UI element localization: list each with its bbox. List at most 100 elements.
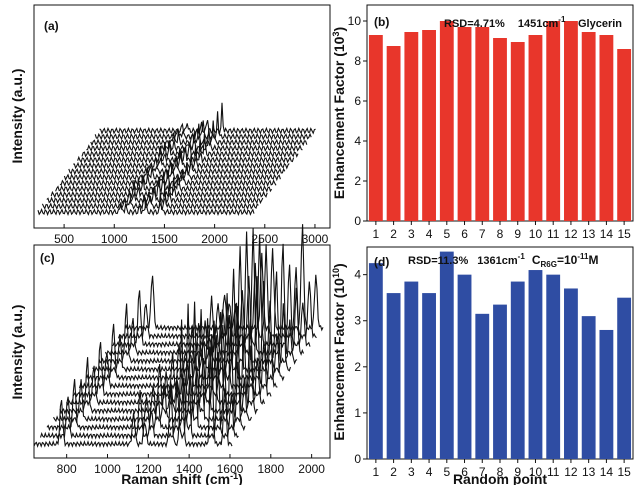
panel-d-bar [564, 288, 578, 459]
panel-b-x-tick-label: 11 [547, 227, 560, 241]
panel-c-frame [33, 244, 331, 459]
panel-c-x-tick-label: 1800 [257, 462, 284, 476]
panel-d-x-tick-label: 15 [617, 465, 631, 479]
panel-d-letter: (d) [374, 255, 389, 269]
panel-c-trace [98, 231, 298, 365]
panel-a-trace [50, 176, 268, 200]
panel-d-xlabel: Random point [453, 471, 547, 485]
panel-a-trace [99, 102, 316, 136]
panel-b-x-tick-label: 12 [564, 227, 578, 241]
panel-c-xlabel-main: Raman shift (cm [121, 471, 230, 485]
panel-b-x-tick-label: 6 [461, 227, 468, 241]
panel-b-bar [475, 27, 490, 221]
panel-b-peak: 1451cm [518, 18, 559, 30]
panel-d-peak: 1361cm [477, 255, 518, 267]
panel-a-x-tick-label: 1000 [101, 232, 128, 246]
panel-b-bar [439, 21, 454, 221]
panel-b-x-tick-label: 8 [497, 227, 504, 241]
panel-b-x-tick-label: 4 [426, 227, 433, 241]
panel-b-x-tick-label: 15 [617, 227, 631, 241]
panel-c-ylabel: Intensity (a.u.) [9, 305, 25, 400]
panel-d-x-tick-label: 10 [529, 465, 543, 479]
panel-a-trace [59, 169, 277, 188]
panel-a-x-tick-label: 2500 [251, 232, 278, 246]
panel-b-bar [564, 21, 578, 221]
panel-d-x-ticks: 1 2 3 4 5 6 7 8 9 10 11 12 13 14 15 [373, 459, 631, 479]
panel-d-ylabel-main: Enhancement Factor (10 [331, 278, 347, 441]
panel-d-x-tick-label: 5 [443, 465, 450, 479]
panel-d-x-tick-label: 13 [582, 465, 596, 479]
panel-b-bars [368, 21, 632, 221]
panel-d-ylabel-end: ) [331, 263, 347, 268]
panel-c-trace [78, 276, 278, 390]
panel-d-peak-sup: -1 [518, 252, 526, 261]
panel-c-trace [53, 309, 253, 424]
panel-b-x-tick-label: 3 [408, 227, 415, 241]
panel-d-ylabel: Enhancement Factor (1010) [331, 263, 347, 440]
panel-c-x-tick-label: 1400 [176, 462, 203, 476]
panel-c-trace [117, 244, 317, 341]
panel-b-bar [581, 32, 596, 221]
panel-b-ylabel-end: ) [331, 27, 347, 32]
panel-b-bar [386, 46, 401, 221]
panel-b-bar [599, 35, 614, 221]
panel-a-trace [68, 153, 286, 176]
panel-d-y-tick-label: 3 [354, 314, 361, 328]
panel-b-y-tick-label: 8 [354, 54, 361, 68]
panel-c-letter: (c) [40, 251, 55, 265]
panel-d-x-tick-label: 2 [390, 465, 397, 479]
panel-a-trace [94, 111, 312, 141]
panel-b-x-tick-label: 7 [479, 227, 486, 241]
panel-d-conc-unit: M [588, 253, 598, 267]
panel-a-trace [90, 120, 308, 147]
panel-c-x-tick-label: 1600 [217, 462, 244, 476]
panel-c-trace [111, 234, 311, 349]
panel-c-x-ticks: 800 1000 1200 1400 1600 1800 2000 [57, 454, 325, 476]
panel-c-x-tick-label: 1200 [135, 462, 162, 476]
panel-d-y-tick-label: 4 [354, 268, 361, 282]
panel-d-bar [617, 297, 632, 459]
panel-b-x-tick-label: 14 [600, 227, 614, 241]
panel-d-bar [510, 281, 525, 459]
panel-b-ylabel: Enhancement Factor (103) [331, 27, 347, 199]
panel-d-ylabel-sup: 10 [331, 268, 341, 278]
panel-b-x-ticks: 1 2 3 4 5 6 7 8 9 10 11 12 13 14 15 [373, 221, 631, 241]
panel-c-x-tick-label: 2000 [298, 462, 325, 476]
panel-d-x-tick-label: 4 [426, 465, 433, 479]
panel-d-bar [546, 274, 561, 459]
panel-b-x-tick-label: 5 [443, 227, 450, 241]
panel-d-x-tick-label: 12 [564, 465, 578, 479]
panel-b-annotation: RSD=4.71% 1451cm-1 [444, 15, 566, 30]
panel-c-xlabel-sup: -1 [230, 471, 238, 481]
panel-a-trace [63, 162, 281, 182]
panel-b-bar [528, 35, 543, 221]
panel-b-ylabel-main: Enhancement Factor (10 [331, 36, 347, 199]
panel-a-frame [33, 4, 331, 229]
panel-d-bar [528, 270, 543, 459]
panel-c-waterfall-spectra: (c) Intensity (a.u.) 800 1000 1200 1400 1600… [9, 224, 331, 485]
panel-d-y-tick-label: 2 [354, 360, 361, 374]
panel-d-y-tick-label: 0 [354, 452, 361, 466]
panel-d-annotation: RSD=11.3% 1361cm-1 CR6G=10-11M [408, 250, 598, 269]
panel-b-x-tick-label: 9 [514, 227, 521, 241]
panel-c-xlabel: Raman shift (cm-1) [121, 471, 243, 485]
panel-d-x-tick-label: 14 [600, 465, 614, 479]
panel-d-x-tick-label: 8 [497, 465, 504, 479]
panel-b-bar [493, 38, 507, 221]
panel-c-trace [59, 306, 259, 415]
panel-d-bar [457, 274, 472, 459]
panel-b-bar [368, 35, 383, 221]
panel-c-trace [85, 268, 285, 382]
panel-d-x-tick-label: 3 [408, 465, 415, 479]
panel-c-x-tick-label: 1000 [94, 462, 121, 476]
panel-d-conc-eq: =10 [557, 253, 578, 267]
panel-a-x-tick-label: 2000 [201, 232, 228, 246]
panel-a-waterfall-spectra: (a) Intensity (a.u.) 500 1000 1500 2000 2500… [9, 4, 331, 246]
panel-b-ylabel-sup: 3 [331, 32, 341, 37]
panel-d-x-tick-label: 7 [479, 465, 486, 479]
panel-d-conc-sub: R6G [541, 260, 557, 269]
panel-b-peak-sup: -1 [558, 15, 566, 24]
panel-c-trace [92, 246, 292, 374]
